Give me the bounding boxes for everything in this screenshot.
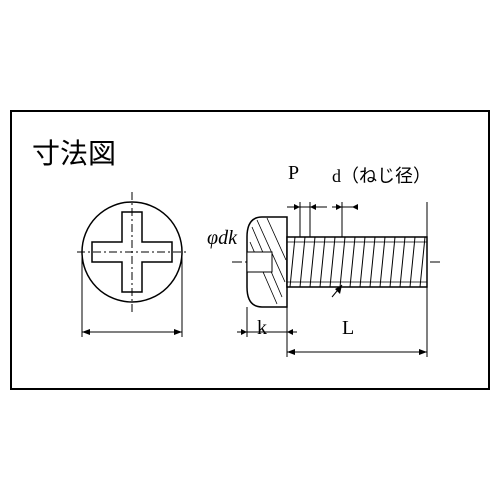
label-p: P bbox=[288, 162, 299, 185]
front-view bbox=[72, 192, 192, 352]
label-k: k bbox=[257, 317, 267, 340]
diagram-container: 寸法図 bbox=[10, 110, 490, 390]
diagram-area: φdk k P L d（ねじ径） bbox=[32, 162, 468, 368]
label-d: d（ねじ径） bbox=[332, 162, 431, 188]
front-view-svg bbox=[72, 192, 192, 352]
label-l: L bbox=[342, 317, 354, 340]
label-phi-dk: φdk bbox=[207, 227, 237, 250]
